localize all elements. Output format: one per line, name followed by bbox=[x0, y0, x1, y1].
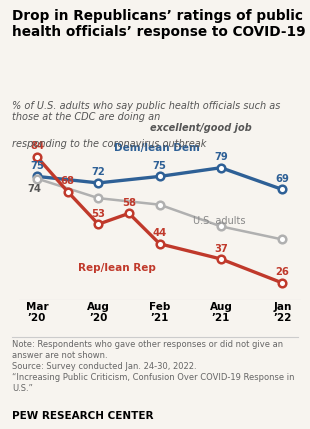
Text: 37: 37 bbox=[214, 244, 228, 254]
Text: 79: 79 bbox=[214, 152, 228, 162]
Text: % of U.S. adults who say public health officials such as
those at the CDC are do: % of U.S. adults who say public health o… bbox=[12, 101, 281, 122]
Text: 69: 69 bbox=[275, 174, 289, 184]
Text: Aug
’21: Aug ’21 bbox=[210, 302, 232, 323]
Text: 75: 75 bbox=[153, 161, 166, 171]
Text: Rep/lean Rep: Rep/lean Rep bbox=[78, 263, 156, 273]
Text: 84: 84 bbox=[30, 142, 44, 151]
Text: Drop in Republicans’ ratings of public
health officials’ response to COVID-19: Drop in Republicans’ ratings of public h… bbox=[12, 9, 306, 39]
Text: responding to the coronavirus outbreak: responding to the coronavirus outbreak bbox=[12, 139, 207, 149]
Text: Aug
’20: Aug ’20 bbox=[87, 302, 110, 323]
Text: U.S. adults: U.S. adults bbox=[193, 216, 246, 226]
Text: 68: 68 bbox=[61, 176, 75, 186]
Text: 26: 26 bbox=[275, 267, 289, 278]
Text: Jan
’22: Jan ’22 bbox=[273, 302, 291, 323]
Text: 44: 44 bbox=[153, 228, 167, 239]
Text: 75: 75 bbox=[30, 161, 44, 171]
Text: Dem/lean Dem: Dem/lean Dem bbox=[114, 143, 200, 153]
Text: Note: Respondents who gave other responses or did not give an
answer are not sho: Note: Respondents who gave other respons… bbox=[12, 340, 295, 393]
Text: 74: 74 bbox=[27, 184, 41, 194]
Text: excellent/good job: excellent/good job bbox=[150, 123, 252, 133]
Text: PEW RESEARCH CENTER: PEW RESEARCH CENTER bbox=[12, 411, 154, 421]
Text: 53: 53 bbox=[91, 209, 105, 219]
Text: Feb
’21: Feb ’21 bbox=[149, 302, 170, 323]
Text: Mar
’20: Mar ’20 bbox=[26, 302, 48, 323]
Text: 58: 58 bbox=[122, 198, 136, 208]
Text: 72: 72 bbox=[91, 167, 105, 178]
